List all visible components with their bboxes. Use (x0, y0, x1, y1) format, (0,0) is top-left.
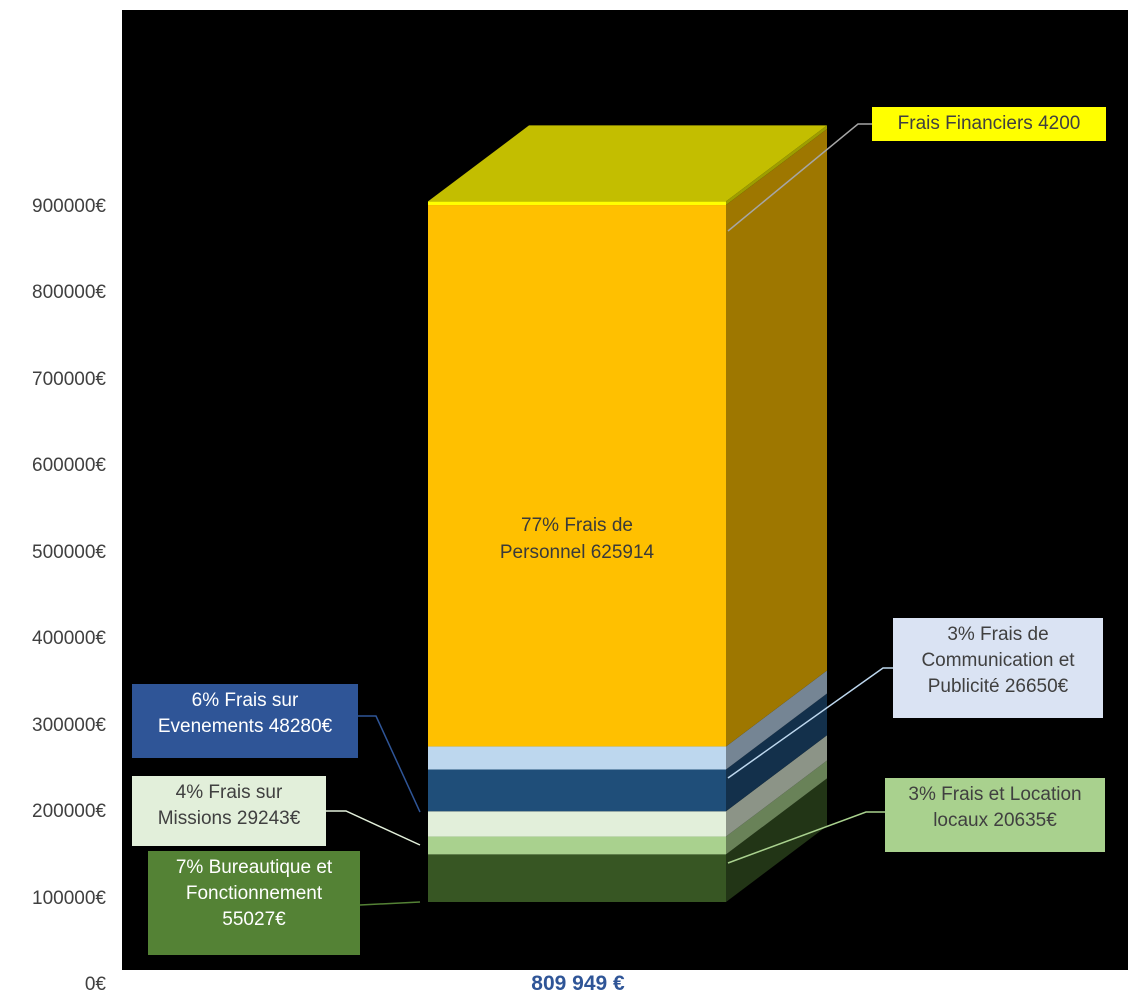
y-tick-label: 900000€ (32, 195, 106, 217)
bar-segment-financiers (428, 125, 827, 206)
data-label-line: Publicité 26650€ (927, 676, 1069, 697)
bar-segment-side (726, 735, 827, 837)
data-label-line: Evenements 48280€ (157, 716, 333, 737)
data-label-line: Personnel 625914 (499, 542, 655, 563)
data-label-line: 4% Frais sur (175, 782, 283, 803)
bar-segment-front (428, 769, 726, 812)
data-label-evenements: 6% Frais sur Evenements 48280€ (132, 684, 358, 758)
bar-segment-front (428, 836, 726, 855)
bar-segment-side (726, 125, 827, 206)
data-label-missions: 4% Frais sur Missions 29243€ (132, 776, 326, 846)
data-label-financiers: Frais Financiers 4200 (872, 107, 1106, 141)
y-tick-label: 200000€ (32, 801, 106, 822)
data-label-line: 77% Frais de (521, 515, 633, 536)
data-label-line: Missions 29243€ (157, 808, 301, 829)
y-tick-label: 600000€ (32, 455, 106, 476)
data-label-bureau: 7% Bureautique et Fonctionnement 55027€ (148, 851, 360, 955)
data-label-line: Communication et (921, 650, 1075, 671)
data-label-line: 3% Frais de (947, 624, 1049, 645)
bar-segment-front (428, 746, 726, 770)
bar-segment-missions (428, 735, 827, 837)
bar-layer (428, 125, 827, 902)
bar-segment-side (726, 778, 827, 902)
y-tick-label: 0€ (84, 974, 106, 995)
data-label-personnel: 77% Frais de Personnel 625914 (428, 512, 726, 566)
bar-segment-front (428, 854, 726, 902)
data-label-communication: 3% Frais de Communication et Publicité 2… (893, 618, 1103, 718)
leader-line-communication (727, 667, 893, 779)
y-tick-label: 300000€ (32, 714, 106, 736)
y-tick-label: 500000€ (32, 541, 106, 563)
data-label-line: 3% Frais et Location (908, 784, 1082, 805)
bar-segment-side (726, 670, 827, 770)
y-tick-label: 400000€ (32, 628, 106, 649)
data-label-line: 7% Bureautique et (175, 857, 333, 878)
bar-segment-side (726, 760, 827, 855)
total-label: 809 949 € (531, 972, 625, 995)
bar-segment-front (428, 205, 726, 747)
data-label-line: 6% Frais sur (191, 690, 299, 711)
bar-segment-front (428, 811, 726, 837)
bar-segment-communication (428, 670, 827, 770)
y-tick-label: 800000€ (32, 282, 106, 303)
data-label-line: locaux 20635€ (933, 810, 1057, 831)
leader-line-bureau (359, 901, 421, 906)
y-tick-label: 100000€ (32, 887, 106, 909)
bar-segment-personnel (428, 129, 827, 747)
leader-line-layer (326, 123, 893, 906)
leader-line-evenements (358, 715, 421, 813)
bar-segment-side (726, 693, 827, 812)
data-label-line: Fonctionnement (185, 883, 323, 904)
data-label-locaux: 3% Frais et Location locaux 20635€ (885, 778, 1105, 852)
leader-line-locaux (727, 811, 885, 864)
data-label-line: Frais Financiers 4200 (897, 113, 1081, 134)
bar-top-face (428, 125, 827, 202)
bar-segment-evenements (428, 693, 827, 812)
y-tick-label: 700000€ (32, 368, 106, 390)
bar-segment-side (726, 129, 827, 747)
data-label-line: 55027€ (222, 909, 286, 930)
bar-segment-front (428, 201, 726, 206)
leader-line-financiers (727, 123, 872, 232)
bar-segment-bureau (428, 778, 827, 902)
leader-line-missions (326, 810, 421, 846)
bar-segment-locaux (428, 760, 827, 855)
